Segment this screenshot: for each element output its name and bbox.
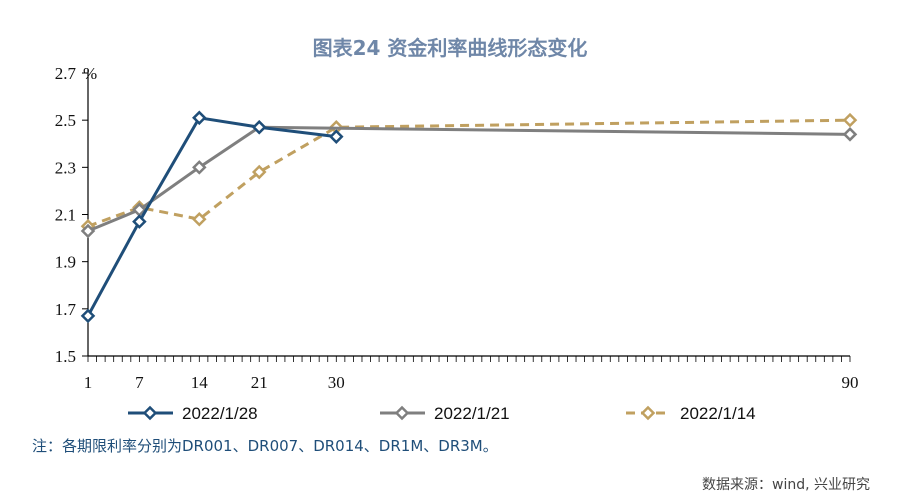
chart-title: 图表24 资金利率曲线形态变化: [312, 36, 588, 60]
x-tick-label: 7: [135, 373, 144, 392]
legend-marker: [394, 405, 410, 421]
series-2022/1/28: [80, 110, 344, 324]
data-point: [842, 127, 858, 142]
legend-label: 2022/1/28: [182, 404, 258, 423]
x-tick-label: 21: [251, 373, 268, 392]
data-point: [842, 112, 858, 128]
data-point: [251, 119, 267, 135]
legend-item: 2022/1/28: [128, 404, 258, 423]
x-tick-label: 1: [84, 373, 93, 392]
legend-item: 2022/1/21: [380, 404, 510, 423]
data-point: [192, 110, 207, 126]
legend-marker: [142, 405, 158, 421]
series-layer: [80, 110, 858, 324]
x-tick-label: 30: [328, 373, 345, 392]
legend-marker: [640, 405, 656, 421]
data-point: [251, 164, 267, 180]
x-tick-label: 90: [842, 373, 859, 392]
legend-item: 2022/1/14: [626, 404, 756, 423]
legend: 2022/1/28 2022/1/21 2022/1/14: [128, 404, 756, 423]
y-unit-label: %: [83, 64, 97, 83]
y-tick-label: 2.5: [55, 111, 76, 130]
y-tick-label: 1.7: [55, 300, 77, 319]
series-line: [87, 118, 851, 228]
y-tick-label: 2.3: [55, 158, 76, 177]
data-point: [80, 223, 96, 239]
source-text: 数据来源：wind, 兴业研究: [702, 477, 870, 493]
y-tick-label: 1.5: [55, 347, 76, 366]
data-point: [329, 129, 344, 144]
x-tick-label: 14: [191, 373, 209, 392]
chart-note: 注：各期限利率分别为DR001、DR007、DR014、DR1M、DR3M。: [32, 437, 498, 455]
y-tick-label: 1.9: [55, 253, 76, 272]
data-point: [132, 214, 147, 229]
y-tick-label: 2.1: [55, 206, 76, 225]
axes: 1.5 1.7 1.9 2.1 2.3 2.5 2.7 % 1 7 14 21 30 90: [55, 64, 859, 392]
legend-label: 2022/1/21: [434, 404, 510, 423]
legend-label: 2022/1/14: [680, 404, 756, 423]
data-point: [192, 211, 207, 227]
data-point: [192, 160, 207, 175]
y-tick-label: 2.7: [55, 64, 77, 83]
data-point: [80, 308, 96, 324]
